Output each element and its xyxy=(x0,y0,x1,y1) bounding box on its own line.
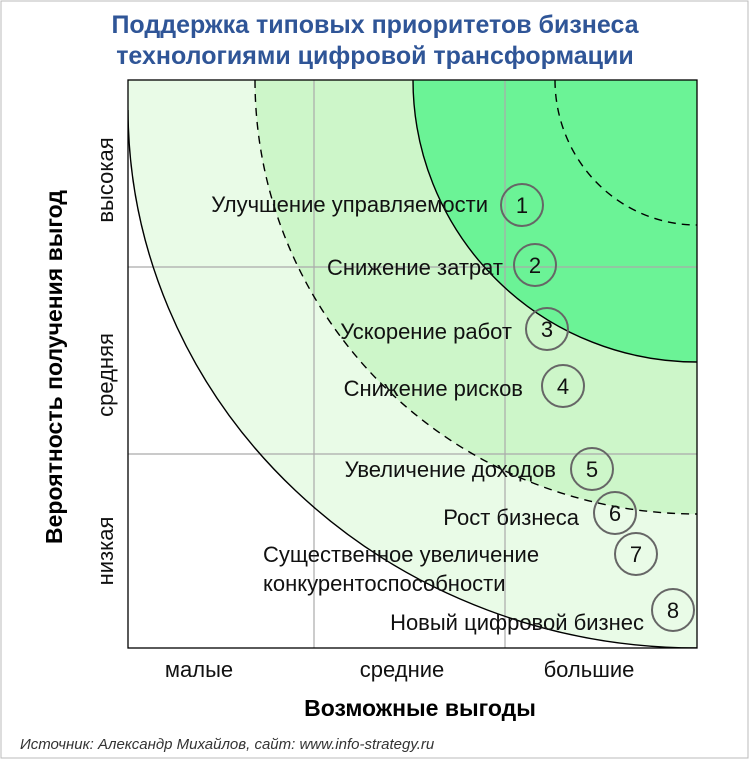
y-category-medium: средняя xyxy=(93,333,118,417)
x-axis-title: Возможные выгоды xyxy=(304,695,536,721)
priority-item-6: Рост бизнеса 6 xyxy=(443,491,637,535)
number-circle xyxy=(651,588,695,632)
priority-items: Улучшение управляемости 1 Снижение затра… xyxy=(211,183,695,635)
x-category-low: малые xyxy=(165,657,233,682)
boundary-dashed-inner xyxy=(554,80,697,226)
priority-item-5: Увеличение доходов 5 xyxy=(345,447,614,491)
number-circle xyxy=(570,447,614,491)
priority-label-line-2: конкурентоспособности xyxy=(263,571,506,596)
priority-label: Ускорение работ xyxy=(340,319,512,344)
priority-item-1: Улучшение управляемости 1 xyxy=(211,183,544,227)
number-circle xyxy=(614,532,658,576)
number-circle xyxy=(525,307,569,351)
boundary-solid-inner xyxy=(412,80,697,363)
title-line-1: Поддержка типовых приоритетов бизнеса xyxy=(111,11,639,39)
boundary-solid-outer xyxy=(128,109,697,648)
plot-zones xyxy=(128,80,697,648)
priority-item-8: Новый цифровой бизнес 8 xyxy=(390,588,695,635)
priority-label: Увеличение доходов xyxy=(345,457,556,482)
priority-number: 3 xyxy=(541,317,553,342)
zone-boundaries xyxy=(128,80,697,648)
y-axis-title: Вероятность получения выгод xyxy=(41,190,67,544)
priority-number: 1 xyxy=(516,193,528,218)
priority-number: 2 xyxy=(529,253,541,278)
y-category-low: низкая xyxy=(93,517,118,586)
source-note: Источник: Александр Михайлов, сайт: www.… xyxy=(20,736,435,753)
priority-item-3: Ускорение работ 3 xyxy=(340,307,569,351)
priority-number: 4 xyxy=(557,374,569,399)
priority-label: Снижение затрат xyxy=(327,255,503,280)
number-circle xyxy=(513,243,557,287)
x-category-high: большие xyxy=(544,657,635,682)
number-circle xyxy=(541,364,585,408)
priority-number: 8 xyxy=(667,598,679,623)
number-circle xyxy=(593,491,637,535)
priority-label: Снижение рисков xyxy=(344,376,523,401)
priority-item-7: Существенное увеличение конкурентоспособ… xyxy=(263,532,658,596)
y-category-high: высокая xyxy=(93,137,118,222)
priority-item-4: Снижение рисков 4 xyxy=(344,364,585,408)
boundary-dashed-mid xyxy=(254,80,697,515)
number-circle xyxy=(500,183,544,227)
priority-label: Рост бизнеса xyxy=(443,505,579,530)
x-category-medium: средние xyxy=(360,657,445,682)
priority-label: Улучшение управляемости xyxy=(211,192,488,217)
priority-number: 7 xyxy=(630,542,642,567)
plot-border xyxy=(127,79,698,649)
priority-number: 6 xyxy=(609,501,621,526)
priority-number: 5 xyxy=(586,457,598,482)
grid-lines xyxy=(128,80,697,648)
title-line-2: технологиями цифровой трансформации xyxy=(116,42,634,70)
priority-label-line-1: Существенное увеличение xyxy=(263,542,539,567)
priority-label: Новый цифровой бизнес xyxy=(390,610,644,635)
zone-high xyxy=(413,80,697,362)
priority-item-2: Снижение затрат 2 xyxy=(327,243,557,287)
